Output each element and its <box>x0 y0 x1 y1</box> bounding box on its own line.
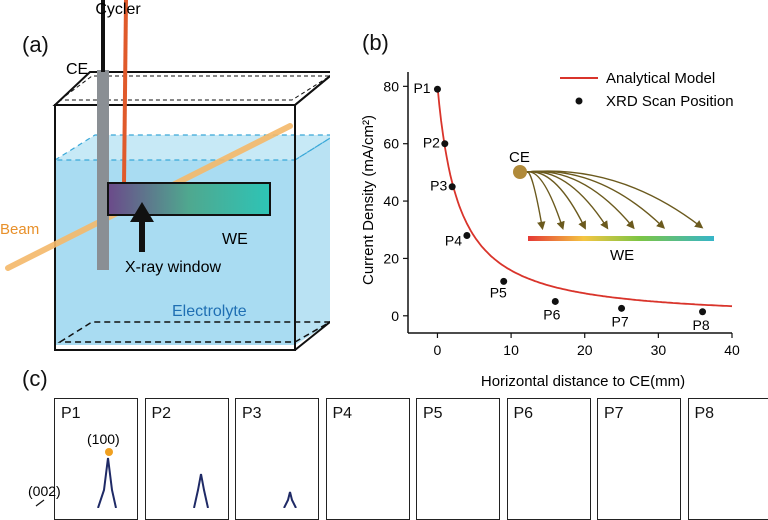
xrd-panel-label: P5 <box>423 405 443 423</box>
x-tick-label: 0 <box>434 342 442 358</box>
y-axis-label: Current Density (mA/cm²) <box>360 115 377 285</box>
xrd-panel-p1: P1 <box>54 398 138 520</box>
xrd-panel-label: P4 <box>333 405 353 423</box>
scan-point-label: P7 <box>612 313 629 329</box>
scan-point-p2 <box>441 140 448 147</box>
p1-peak-shoulder <box>36 500 44 506</box>
scan-point-label: P6 <box>543 306 560 322</box>
inset-we-bar <box>528 236 714 241</box>
inset-ce-label: CE <box>509 149 530 166</box>
xrd-panel-p5: P5 <box>416 398 500 520</box>
scan-point-label: P5 <box>490 284 507 300</box>
scan-point-p4 <box>463 232 470 239</box>
xrd-panel-label: P8 <box>695 405 715 423</box>
xrd-panel-label: P6 <box>514 405 534 423</box>
ce-we-inset: CE WE <box>509 149 714 264</box>
x-tick-label: 30 <box>651 342 667 358</box>
scan-point-label: P8 <box>693 317 710 333</box>
y-tick-label: 60 <box>383 136 399 152</box>
inset-we-label: WE <box>610 247 634 264</box>
x-axis-label: Horizontal distance to CE(mm) <box>481 373 685 390</box>
current-density-chart: 0 20 40 60 80 0 10 20 30 40 P1 P2 P3 P4 P5 P6 P7 P8 Anal… <box>0 0 768 400</box>
xrd-panel-label: P3 <box>242 405 262 423</box>
legend-analytical-model: Analytical Model <box>606 70 715 87</box>
scan-point-p6 <box>552 298 559 305</box>
legend-xrd-marker <box>576 98 583 105</box>
xrd-panel-label: P2 <box>152 405 172 423</box>
scan-point-label: P2 <box>423 135 440 151</box>
y-tick-label: 80 <box>383 78 399 94</box>
xrd-panel-label: P1 <box>61 405 81 423</box>
xrd-panel-label: P7 <box>604 405 624 423</box>
inset-field-arrow <box>527 172 542 226</box>
scan-point-p8 <box>699 308 706 315</box>
y-tick-label: 20 <box>383 250 399 266</box>
xrd-panel-p3: P3 <box>235 398 319 520</box>
scan-point-p7 <box>618 305 625 312</box>
xrd-panel-p8: P8 <box>688 398 768 520</box>
inset-field-arrow <box>527 171 700 226</box>
x-tick-label: 40 <box>724 342 740 358</box>
y-tick-label: 0 <box>391 308 399 324</box>
analytical-model-line <box>438 86 733 306</box>
inset-ce-dot <box>513 165 527 179</box>
inset-field-arrow <box>527 172 606 226</box>
legend-xrd-scan-position: XRD Scan Position <box>606 93 734 110</box>
scan-point-label: P1 <box>413 80 430 96</box>
x-tick-label: 20 <box>577 342 593 358</box>
xrd-panel-p4: P4 <box>326 398 410 520</box>
xrd-panel-p6: P6 <box>507 398 591 520</box>
scan-point-label: P4 <box>445 232 462 248</box>
inset-field-arrow <box>527 171 662 226</box>
xrd-panel-p7: P7 <box>597 398 681 520</box>
scan-point-label: P3 <box>430 178 447 194</box>
xrd-panel-p2: P2 <box>145 398 229 520</box>
scan-point-p1 <box>434 86 441 93</box>
scan-point-p3 <box>449 183 456 190</box>
y-tick-label: 40 <box>383 193 399 209</box>
x-tick-label: 10 <box>503 342 519 358</box>
